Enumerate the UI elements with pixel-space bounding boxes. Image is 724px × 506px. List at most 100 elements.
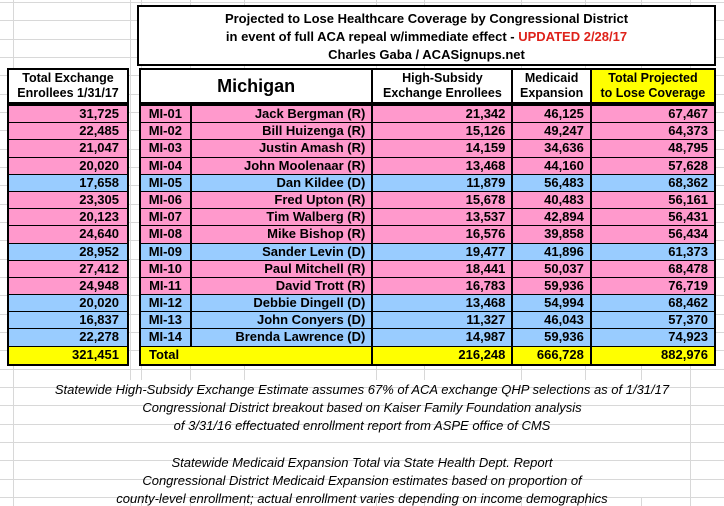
cell-district: MI-12 [141,295,192,312]
cell-high-subsidy: 15,126 [373,123,514,140]
header-medicaid-line2: Expansion [520,86,584,100]
gridline [585,498,586,506]
cell-high-subsidy: 21,342 [373,106,514,123]
cell-total-exchange: 20,020 [9,295,127,313]
table-row: MI-11 David Trott (R) 16,783 59,936 76,719 [141,277,715,296]
cell-medicaid: 49,247 [513,123,592,140]
header-total-lose-line1: Total Projected [608,70,698,85]
cell-total-lose: 64,373 [591,123,715,140]
gridline [244,498,245,506]
table-row: MI-09 Sander Levin (D) 19,477 41,896 61,373 [141,243,715,261]
cell-total-label: Total [141,346,374,364]
cell-high-subsidy: 15,678 [373,191,514,209]
header-total-exchange-line2: Enrollees 1/31/17 [17,86,119,100]
table-row: MI-02 Bill Huizenga (R) 15,126 49,247 64,373 [141,123,715,141]
table-row: MI-01 Jack Bergman (R) 21,342 46,125 67,467 [141,106,715,124]
header-total-lose-line2: to Lose Coverage [600,86,706,100]
header-total-exchange-line1: Total Exchange [22,70,114,85]
cell-medicaid-sum: 666,728 [513,346,592,364]
cell-total-exchange-sum: 321,451 [9,346,127,364]
cell-district: MI-07 [141,209,192,226]
cell-total-exchange: 17,658 [9,174,127,192]
cell-representative: Mike Bishop (R) [191,226,374,243]
table-total-row: Total 216,248 666,728 882,976 [141,346,715,364]
cell-total-lose: 56,431 [591,209,715,226]
cell-total-exchange: 27,412 [9,260,127,278]
cell-total-lose: 57,370 [591,312,715,329]
gridline [0,2,724,3]
cell-total-exchange: 28,952 [9,243,127,261]
cell-district: MI-09 [141,243,192,260]
header-row: Michigan High-Subsidy Exchange Enrollees… [139,68,716,104]
header-medicaid: Medicaid Expansion [513,70,592,102]
cell-total-exchange: 24,948 [9,277,127,296]
cell-total-exchange: 22,278 [9,329,127,347]
cell-medicaid: 54,994 [513,295,592,312]
cell-representative: Brenda Lawrence (D) [191,329,374,346]
gridline [141,498,142,506]
cell-representative: Tim Walberg (R) [191,209,374,226]
header-state: Michigan [141,70,374,102]
note-line: Statewide Medicaid Expansion Total via S… [171,454,553,470]
cell-representative: Fred Upton (R) [191,191,374,209]
cell-total-lose: 68,478 [591,260,715,277]
cell-district: MI-01 [141,106,192,123]
table-row: MI-07 Tim Walberg (R) 13,537 42,894 56,431 [141,209,715,227]
cell-total-exchange: 20,123 [9,209,127,227]
cell-representative: Debbie Dingell (D) [191,295,374,312]
cell-total-lose-sum: 882,976 [591,346,715,364]
table-row: MI-08 Mike Bishop (R) 16,576 39,858 56,434 [141,226,715,244]
cell-high-subsidy: 13,468 [373,295,514,312]
cell-total-lose: 68,362 [591,174,715,191]
cell-representative: Dan Kildee (D) [191,174,374,191]
cell-total-exchange: 24,640 [9,226,127,244]
cell-district: MI-11 [141,277,192,295]
footnotes-block: Statewide High-Subsidy Exchange Estimate… [0,381,724,506]
gridline [376,498,377,506]
table-row: MI-06 Fred Upton (R) 15,678 40,483 56,161 [141,191,715,210]
cell-medicaid: 44,160 [513,157,592,174]
cell-district: MI-06 [141,191,192,209]
cell-medicaid: 59,936 [513,329,592,346]
gridline [190,498,191,506]
cell-district: MI-10 [141,260,192,277]
note-spacer [0,435,724,453]
cell-high-subsidy: 16,783 [373,277,514,295]
gridline [641,498,642,506]
cell-total-lose: 67,467 [591,106,715,123]
cell-total-exchange: 23,305 [9,191,127,210]
gridline [0,423,724,425]
cell-medicaid: 59,936 [513,277,592,295]
cell-district: MI-08 [141,226,192,243]
cell-representative: David Trott (R) [191,277,374,295]
district-table: MI-01 Jack Bergman (R) 21,342 46,125 67,467 M… [139,104,716,366]
cell-high-subsidy: 14,987 [373,329,514,346]
updated-date: UPDATED 2/28/17 [518,29,628,44]
title-line-1: Projected to Lose Healthcare Coverage by… [224,11,629,26]
cell-high-subsidy-sum: 216,248 [373,346,514,364]
note-line: county-level enrollment; actual enrollme… [116,491,608,506]
header-medicaid-line1: Medicaid [524,70,579,85]
cell-representative: Sander Levin (D) [191,243,374,260]
cell-total-lose: 76,719 [591,277,715,295]
cell-total-lose: 56,161 [591,191,715,209]
byline: Charles Gaba / ACASignups.net [328,47,525,62]
cell-high-subsidy: 16,576 [373,226,514,243]
cell-medicaid: 50,037 [513,260,592,277]
gridline [424,498,425,506]
header-high-subsidy-line2: Exchange Enrollees [382,86,502,100]
cell-high-subsidy: 11,879 [373,174,514,191]
cell-total-exchange: 20,020 [9,157,127,175]
cell-medicaid: 46,043 [513,312,592,329]
table-row: MI-12 Debbie Dingell (D) 13,468 54,994 68,46… [141,295,715,313]
cell-medicaid: 56,483 [513,174,592,191]
gridline [0,460,724,462]
cell-representative: John Moolenaar (R) [191,157,374,174]
cell-high-subsidy: 19,477 [373,243,514,260]
cell-total-exchange: 21,047 [9,140,127,158]
cell-total-lose: 57,628 [591,157,715,174]
cell-district: MI-02 [141,123,192,140]
gridline [0,441,724,443]
cell-district: MI-03 [141,140,192,157]
